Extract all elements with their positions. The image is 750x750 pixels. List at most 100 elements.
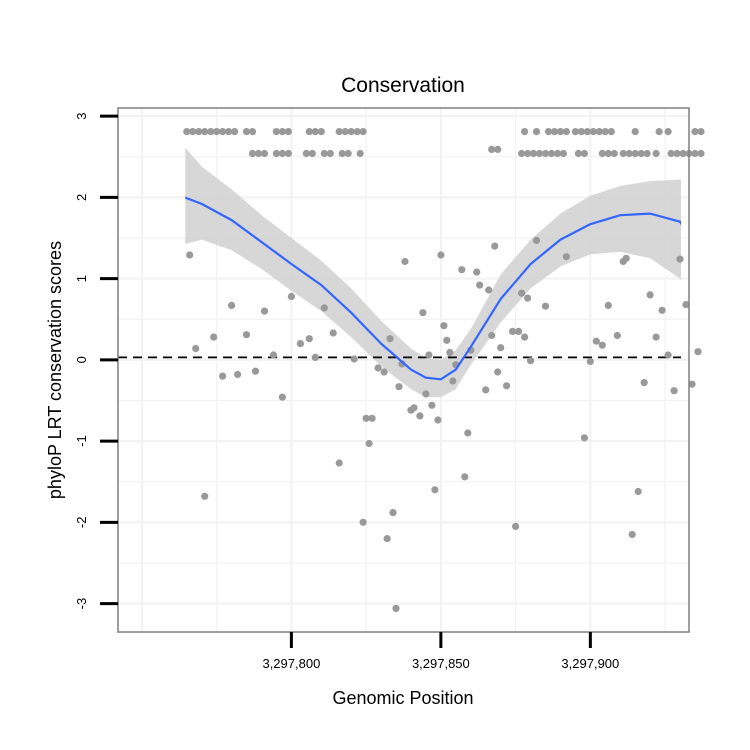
- data-point: [697, 149, 705, 158]
- data-point: [308, 149, 316, 158]
- x-tick-label: 3,297,800: [262, 656, 320, 671]
- x-axis-title: Genomic Position: [332, 688, 473, 708]
- data-point: [667, 149, 675, 158]
- data-point: [228, 301, 236, 309]
- data-point: [374, 364, 382, 372]
- data-point: [389, 508, 397, 517]
- smooth-line-layer: [185, 196, 681, 381]
- data-point: [697, 128, 705, 136]
- data-point: [691, 149, 699, 158]
- data-point: [362, 414, 370, 422]
- data-point: [640, 379, 648, 387]
- data-point: [521, 128, 529, 136]
- data-point: [416, 412, 424, 420]
- data-point: [476, 281, 484, 289]
- data-point: [631, 149, 639, 158]
- data-point: [676, 255, 684, 263]
- data-point: [242, 128, 251, 136]
- data-point: [595, 128, 603, 136]
- y-tick-label: 3: [74, 112, 89, 119]
- data-point: [305, 335, 313, 343]
- data-point: [287, 292, 295, 301]
- data-point: [550, 128, 559, 136]
- data-point: [425, 351, 433, 359]
- data-point: [562, 128, 571, 136]
- x-axis: 3,297,800 3,297,850 3,297,900: [262, 632, 619, 671]
- data-point: [419, 309, 427, 317]
- data-point: [320, 149, 328, 158]
- data-point: [195, 128, 203, 136]
- y-tick-label: -2: [74, 517, 89, 529]
- y-tick-label: 1: [74, 275, 89, 282]
- data-point: [598, 149, 606, 158]
- data-point: [601, 128, 609, 136]
- points: [183, 128, 705, 613]
- y-tick-label: 2: [74, 194, 89, 201]
- data-point: [317, 128, 325, 136]
- data-point: [518, 289, 526, 297]
- data-point: [577, 128, 586, 136]
- data-point: [368, 414, 376, 422]
- data-point: [598, 341, 606, 349]
- data-point: [619, 149, 627, 158]
- data-point: [571, 128, 580, 136]
- data-point: [464, 429, 472, 437]
- data-point: [634, 487, 642, 496]
- data-point: [583, 128, 592, 136]
- data-point: [365, 439, 373, 448]
- data-point: [356, 149, 364, 158]
- data-point: [341, 128, 349, 136]
- data-point: [646, 291, 654, 299]
- data-point: [428, 401, 436, 409]
- data-point: [521, 333, 529, 341]
- data-point: [610, 149, 618, 158]
- y-axis: -3 -2 -1 0 1 2 3: [74, 112, 118, 609]
- data-point: [386, 335, 394, 343]
- data-point: [607, 128, 615, 136]
- data-point: [658, 306, 666, 314]
- data-point: [670, 387, 678, 395]
- data-point: [446, 348, 454, 357]
- data-point: [410, 404, 418, 412]
- data-point: [326, 149, 334, 158]
- data-point: [556, 128, 565, 136]
- data-point: [688, 380, 696, 388]
- data-point: [682, 301, 690, 309]
- data-point: [186, 251, 194, 259]
- data-point: [482, 386, 490, 394]
- data-point: [305, 128, 313, 136]
- data-point: [586, 357, 594, 366]
- data-point: [335, 128, 343, 136]
- data-point: [643, 149, 651, 158]
- data-point: [201, 492, 209, 500]
- data-point: [664, 128, 672, 136]
- data-point: [443, 336, 451, 344]
- data-point: [580, 149, 589, 158]
- data-point: [422, 390, 430, 398]
- data-point: [604, 301, 612, 309]
- data-point: [248, 128, 257, 136]
- data-point: [628, 530, 636, 539]
- data-point: [347, 128, 355, 136]
- data-point: [580, 434, 589, 442]
- data-point: [183, 128, 191, 136]
- data-point: [694, 348, 702, 356]
- data-point: [527, 357, 535, 365]
- data-point: [691, 128, 699, 136]
- data-point: [664, 351, 672, 359]
- data-point: [353, 128, 361, 136]
- data-point: [652, 333, 660, 341]
- data-point: [652, 149, 660, 158]
- data-point: [532, 128, 541, 136]
- data-point: [544, 128, 553, 136]
- data-point: [284, 149, 292, 158]
- data-point: [488, 145, 496, 153]
- y-axis-title: phyloP LRT conservation scores: [45, 241, 65, 499]
- data-point: [359, 518, 367, 526]
- data-point: [449, 377, 457, 385]
- data-point: [503, 382, 511, 390]
- data-point: [278, 128, 286, 136]
- data-point: [625, 149, 633, 158]
- data-point: [437, 251, 445, 259]
